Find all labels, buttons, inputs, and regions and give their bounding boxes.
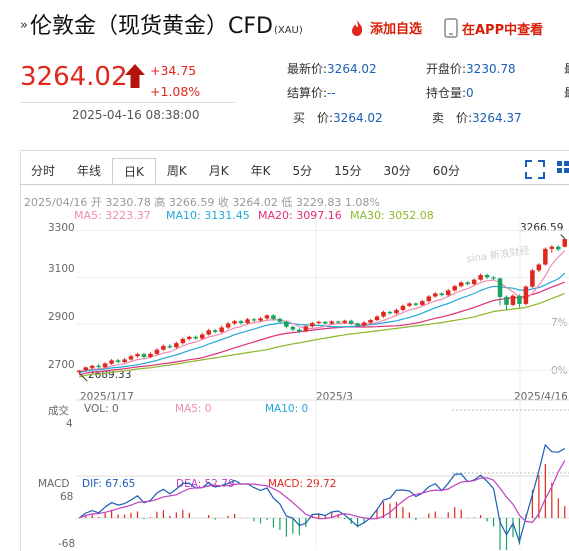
add-watchlist-button[interactable]: 添加自选	[348, 18, 422, 37]
open-price-field: 开盘价:3230.78	[426, 62, 516, 76]
y-tick-3100: 3100	[48, 263, 75, 275]
low-annotation: 2689.33	[88, 369, 132, 381]
macd-dea: DEA: 52.79	[176, 478, 235, 490]
tab-0[interactable]: 分时	[31, 164, 56, 178]
x-tick-mid: 2025/3	[316, 391, 353, 403]
ohlc-readout: 2025/04/16 开 3230.78 高 3266.59 收 3264.02…	[24, 196, 380, 209]
pct-label-7: 7%	[551, 317, 568, 329]
period-tabs: 分时 年线 日K 周K 月K 年K 5分 15分 30分 60分	[20, 158, 471, 184]
tab-1[interactable]: 年线	[77, 164, 102, 178]
tab-9[interactable]: 60分	[432, 164, 461, 178]
chart-panel	[20, 150, 569, 551]
tab-6[interactable]: 5分	[292, 164, 313, 178]
vol-ma5: MA5: 0	[175, 403, 212, 415]
ma20-label: MA20: 3097.16	[258, 209, 342, 222]
open-in-app-label: 在APP中查看	[462, 22, 544, 38]
x-tick-end: 2025/4/16	[514, 391, 568, 403]
vol-scale: 4	[66, 418, 73, 430]
macd-value: MACD: 29.72	[268, 478, 337, 490]
tab-4[interactable]: 月K	[208, 164, 229, 178]
ask-price-field: 卖 价:3264.37	[432, 111, 522, 125]
price-change-percent: +1.08%	[150, 84, 201, 99]
high-annotation: 3266.59	[520, 222, 564, 234]
y-tick-2700: 2700	[48, 359, 75, 371]
macd-bottom: -68	[58, 538, 76, 550]
settle-price-field: 结算价:--	[287, 86, 336, 100]
tab-underline	[20, 184, 569, 185]
quote-datetime: 2025-04-16 08:38:00	[72, 108, 200, 122]
breadcrumb-marker: »	[20, 18, 28, 33]
fire-icon	[352, 19, 363, 36]
info-edge-1: 最	[564, 60, 569, 77]
open-in-app-button[interactable]: 在APP中查看	[444, 18, 543, 38]
price-change: +34.75	[150, 63, 197, 78]
macd-dif: DIF: 67.65	[82, 478, 136, 490]
bid-price-field: 买 价:3264.02	[293, 111, 383, 125]
y-tick-2900: 2900	[48, 311, 75, 323]
x-tick-start: 2025/1/17	[80, 391, 134, 403]
tab-2[interactable]: 日K	[112, 158, 156, 184]
page-title: »伦敦金（现货黄金）CFD(XAU)	[20, 8, 303, 40]
y-tick-3300: 3300	[48, 222, 75, 234]
open-interest-field: 持仓量:0	[426, 86, 474, 100]
tab-7[interactable]: 15分	[334, 164, 362, 178]
last-price: 3264.02	[20, 62, 128, 92]
instrument-name: 伦敦金（现货黄金）CFD	[29, 14, 273, 39]
divider	[20, 102, 235, 103]
tab-8[interactable]: 30分	[383, 164, 411, 178]
tab-5[interactable]: 年K	[250, 164, 271, 178]
vol-value: VOL: 0	[84, 403, 119, 415]
pct-label-0: 0%	[551, 365, 568, 377]
add-watchlist-label: 添加自选	[370, 22, 423, 37]
ma5-label: MA5: 3223.37	[74, 209, 151, 222]
macd-top: 68	[60, 491, 74, 503]
phone-icon	[444, 18, 458, 38]
latest-price-field: 最新价:3264.02	[287, 62, 377, 76]
macd-label: MACD	[38, 478, 70, 490]
info-edge-2: 最	[564, 84, 569, 101]
ma30-label: MA30: 3052.08	[350, 209, 434, 222]
tab-3[interactable]: 周K	[166, 164, 187, 178]
vol-ma10: MA10: 0	[265, 403, 309, 415]
volume-label: 成交	[48, 405, 69, 417]
instrument-code: (XAU)	[273, 25, 303, 36]
ma10-label: MA10: 3131.45	[166, 209, 250, 222]
